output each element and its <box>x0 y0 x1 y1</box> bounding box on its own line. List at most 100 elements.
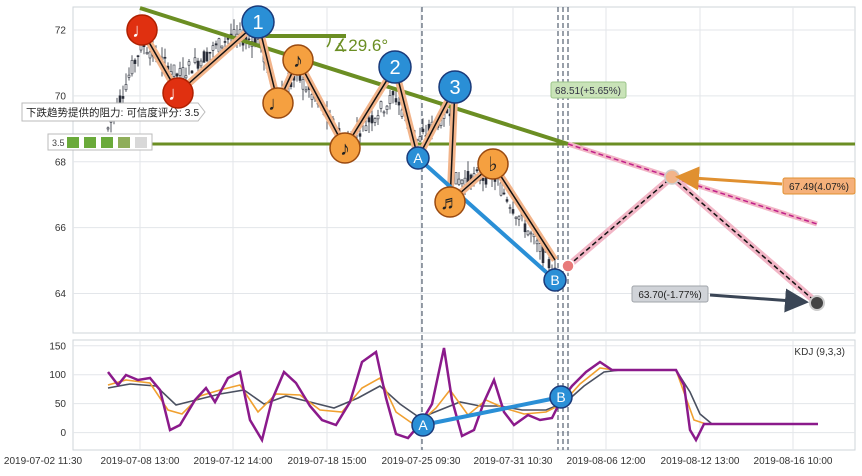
candle-body <box>181 67 185 79</box>
candle-body <box>394 98 398 103</box>
target-label-6749: 67.49(4.07%) <box>789 182 849 193</box>
candle-body <box>310 94 314 100</box>
wave-point-label: 3 <box>449 77 460 99</box>
x-tick-label: 2019-07-12 14:00 <box>194 456 273 467</box>
candle-body <box>214 43 218 46</box>
candle-body <box>163 56 167 59</box>
note-symbol: ♬ <box>440 192 460 214</box>
candle-body <box>511 209 515 214</box>
resistance-tooltip: 下跌趋势提供的阻力: 可信度评分: 3.5 <box>21 102 206 122</box>
indicator-marker-circle <box>411 413 435 437</box>
rating-icons <box>67 137 147 148</box>
price-y-tick-label: 64 <box>55 289 67 300</box>
candle-body <box>145 52 149 55</box>
x-tick-label: 2019-07-31 10:30 <box>474 456 553 467</box>
candle-body <box>148 51 152 59</box>
candle-body <box>217 38 221 53</box>
rating-star-icon <box>118 137 130 148</box>
note-symbol: ♩ <box>268 93 288 115</box>
price-y-tick-label: 66 <box>55 223 67 234</box>
candle-body <box>391 91 395 96</box>
candle-body <box>190 70 194 74</box>
candle-body <box>508 207 512 209</box>
rating-star-icon <box>135 137 147 148</box>
wave-point-marker <box>406 146 430 170</box>
target-badge-6370: 63.70(-1.77%) <box>631 285 709 303</box>
indicator-marker-circle <box>549 385 573 409</box>
candle-body <box>517 215 521 220</box>
note-symbol: ♪ <box>293 50 303 72</box>
candle-body <box>121 96 125 99</box>
candle-body <box>400 109 404 117</box>
candle-body <box>370 115 374 124</box>
indicator-y-axis: 0 50 100 150 <box>49 341 66 439</box>
candle-body <box>223 41 227 43</box>
wave-point-marker <box>241 5 275 39</box>
kdj-line-J <box>107 347 818 444</box>
candle-body <box>502 192 506 195</box>
ab-line-indicator <box>422 395 562 427</box>
vertical-dashed-markers <box>421 7 569 450</box>
note-symbol: ♩ <box>168 83 188 105</box>
candle-body <box>133 59 137 64</box>
candle-body <box>196 60 200 69</box>
x-tick-label: 2019-07-08 13:00 <box>101 456 180 467</box>
candle-body <box>130 60 134 75</box>
candle-body <box>421 128 425 133</box>
candle-body <box>499 182 503 196</box>
note-symbol: ♭ <box>488 154 497 176</box>
candle-body <box>304 89 308 92</box>
target-label-6851: 68.51(+5.65%) <box>555 86 621 97</box>
music-note-icon <box>162 77 194 109</box>
indicator-markers: AB <box>411 385 573 437</box>
candle-body <box>418 136 422 142</box>
candle-body <box>175 73 179 77</box>
wave-point-label: 1 <box>252 12 263 34</box>
resistance-label: 下跌趋势提供的阻力: 可信度评分: 3.5 <box>26 106 199 119</box>
arrow-to-6370 <box>709 288 809 313</box>
candle-body <box>202 51 206 63</box>
candle-body <box>481 178 485 181</box>
downtrend-line <box>139 6 569 146</box>
indicator-y-tick-label: 50 <box>55 399 67 410</box>
price-panel-frame <box>72 6 856 334</box>
wave-markers: 1 2 3 A B <box>241 5 567 292</box>
wave-point-marker <box>438 70 472 104</box>
price-y-tick-label: 72 <box>55 26 67 37</box>
candle-body <box>172 64 176 77</box>
candle-body <box>379 101 383 109</box>
rating-value: 3.5 <box>52 138 65 148</box>
indicator-panel-frame <box>72 339 856 451</box>
wave-point-marker <box>378 50 412 84</box>
indicator-marker-label: A <box>418 417 428 433</box>
wave-point-marker <box>543 268 567 292</box>
candle-body <box>505 199 509 202</box>
candle-body <box>178 68 182 76</box>
candle-body <box>547 259 551 269</box>
candle-body <box>301 79 305 90</box>
candle-body <box>193 57 197 63</box>
angle-arc <box>326 35 331 48</box>
target-badge-6851: 68.51(+5.65%) <box>550 81 627 99</box>
note-markers: ♩♩♪♩♪♭♬ <box>126 14 509 218</box>
candle-body <box>475 169 479 172</box>
price-y-tick-label: 68 <box>55 157 67 168</box>
candle-body <box>541 246 545 264</box>
candle-body <box>397 101 401 106</box>
indicator-y-tick-label: 0 <box>60 428 66 439</box>
candle-body <box>367 117 371 123</box>
x-axis: 2019-07-02 11:30 2019-07-08 13:00 2019-07-… <box>4 456 833 467</box>
candle-body <box>136 55 140 58</box>
rating-box: 3.5 <box>47 133 153 151</box>
candle-body <box>247 38 251 41</box>
music-note-icon <box>126 14 158 46</box>
x-tick-label: 2019-07-18 15:00 <box>288 456 367 467</box>
target-label-6370: 63.70(-1.77%) <box>638 290 701 301</box>
target-badge-6749: 67.49(4.07%) <box>782 177 856 195</box>
wave-point-label: B <box>550 272 559 288</box>
wave-point-label: A <box>413 150 423 166</box>
candle-body <box>466 171 470 183</box>
candle-body <box>205 51 209 62</box>
indicator-title: KDJ (9,3,3) <box>794 347 845 358</box>
